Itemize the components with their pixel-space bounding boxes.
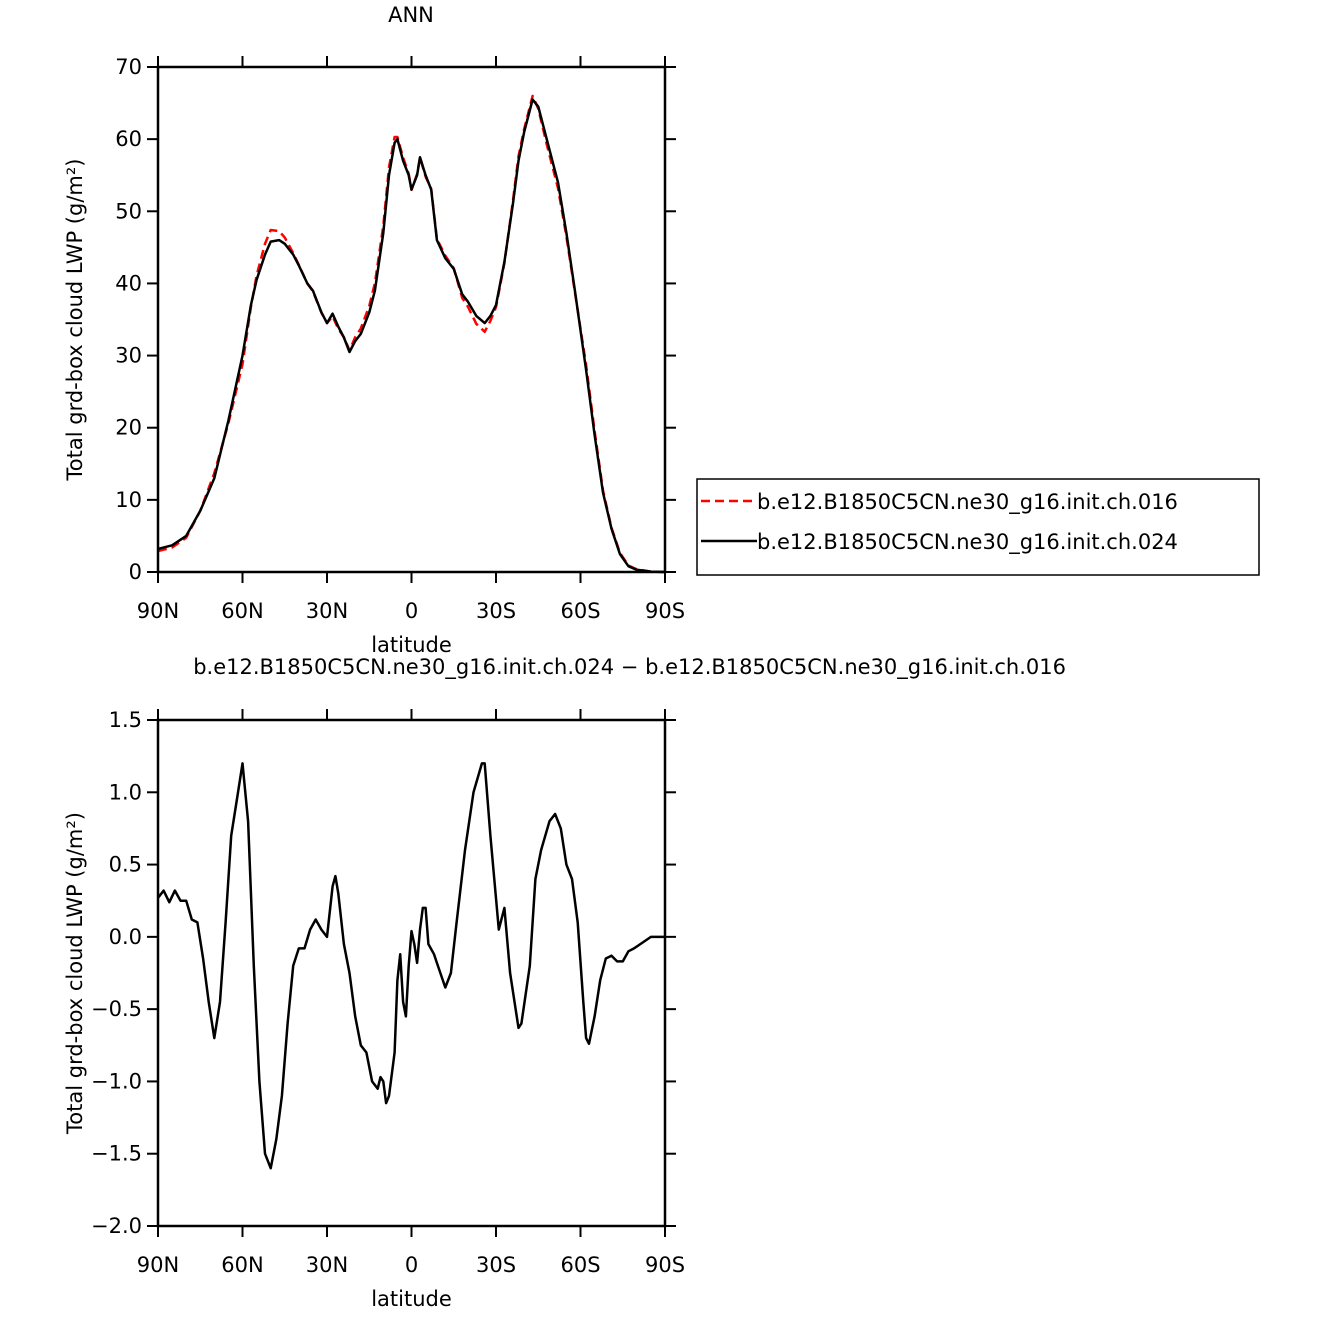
x-axis-label: latitude bbox=[371, 633, 452, 657]
y-tick-label: −1.5 bbox=[91, 1142, 142, 1166]
y-tick-label: −1.0 bbox=[91, 1069, 142, 1093]
x-tick-label: 30N bbox=[306, 1253, 348, 1277]
chart-title: ANN bbox=[388, 3, 434, 27]
legend-label: b.e12.B1850C5CN.ne30_g16.init.ch.024 bbox=[757, 530, 1178, 555]
x-tick-label: 90N bbox=[137, 599, 179, 623]
y-tick-label: −2.0 bbox=[91, 1214, 142, 1238]
y-tick-label: −0.5 bbox=[91, 997, 142, 1021]
plot-frame bbox=[156, 65, 667, 574]
x-tick-label: 0 bbox=[405, 599, 418, 623]
chart-title: b.e12.B1850C5CN.ne30_g16.init.ch.024 − b… bbox=[193, 655, 1066, 680]
x-tick-label: 90S bbox=[645, 599, 685, 623]
x-tick-label: 60S bbox=[560, 599, 600, 623]
y-tick-label: 10 bbox=[115, 488, 142, 512]
y-tick-label: 1.5 bbox=[109, 708, 142, 732]
x-tick-label: 90N bbox=[137, 1253, 179, 1277]
x-tick-label: 0 bbox=[405, 1253, 418, 1277]
y-tick-label: 1.0 bbox=[109, 780, 142, 804]
plot-frame bbox=[156, 718, 667, 1228]
y-tick-label: 40 bbox=[115, 271, 142, 295]
x-axis-label: latitude bbox=[371, 1287, 452, 1311]
y-axis-label: Total grd-box cloud LWP (g/m²) bbox=[63, 159, 87, 482]
x-tick-label: 30S bbox=[476, 1253, 516, 1277]
data-line bbox=[157, 98, 666, 574]
y-tick-label: 70 bbox=[115, 55, 142, 79]
x-tick-label: 90S bbox=[645, 1253, 685, 1277]
y-tick-label: 60 bbox=[115, 127, 142, 151]
data-line bbox=[157, 762, 665, 1170]
y-tick-label: 30 bbox=[115, 344, 142, 368]
y-tick-label: 0 bbox=[129, 560, 142, 584]
x-tick-label: 30N bbox=[306, 599, 348, 623]
data-line bbox=[157, 94, 666, 574]
y-tick-label: 0.5 bbox=[109, 853, 142, 877]
y-axis-label: Total grd-box cloud LWP (g/m²) bbox=[63, 812, 87, 1135]
y-tick-label: 50 bbox=[115, 199, 142, 223]
legend-label: b.e12.B1850C5CN.ne30_g16.init.ch.016 bbox=[757, 490, 1178, 515]
x-tick-label: 60N bbox=[221, 1253, 263, 1277]
y-tick-label: 0.0 bbox=[109, 925, 142, 949]
y-tick-label: 20 bbox=[115, 416, 142, 440]
legend-box bbox=[696, 478, 1260, 576]
x-tick-label: 60N bbox=[221, 599, 263, 623]
x-tick-label: 60S bbox=[560, 1253, 600, 1277]
x-tick-label: 30S bbox=[476, 599, 516, 623]
